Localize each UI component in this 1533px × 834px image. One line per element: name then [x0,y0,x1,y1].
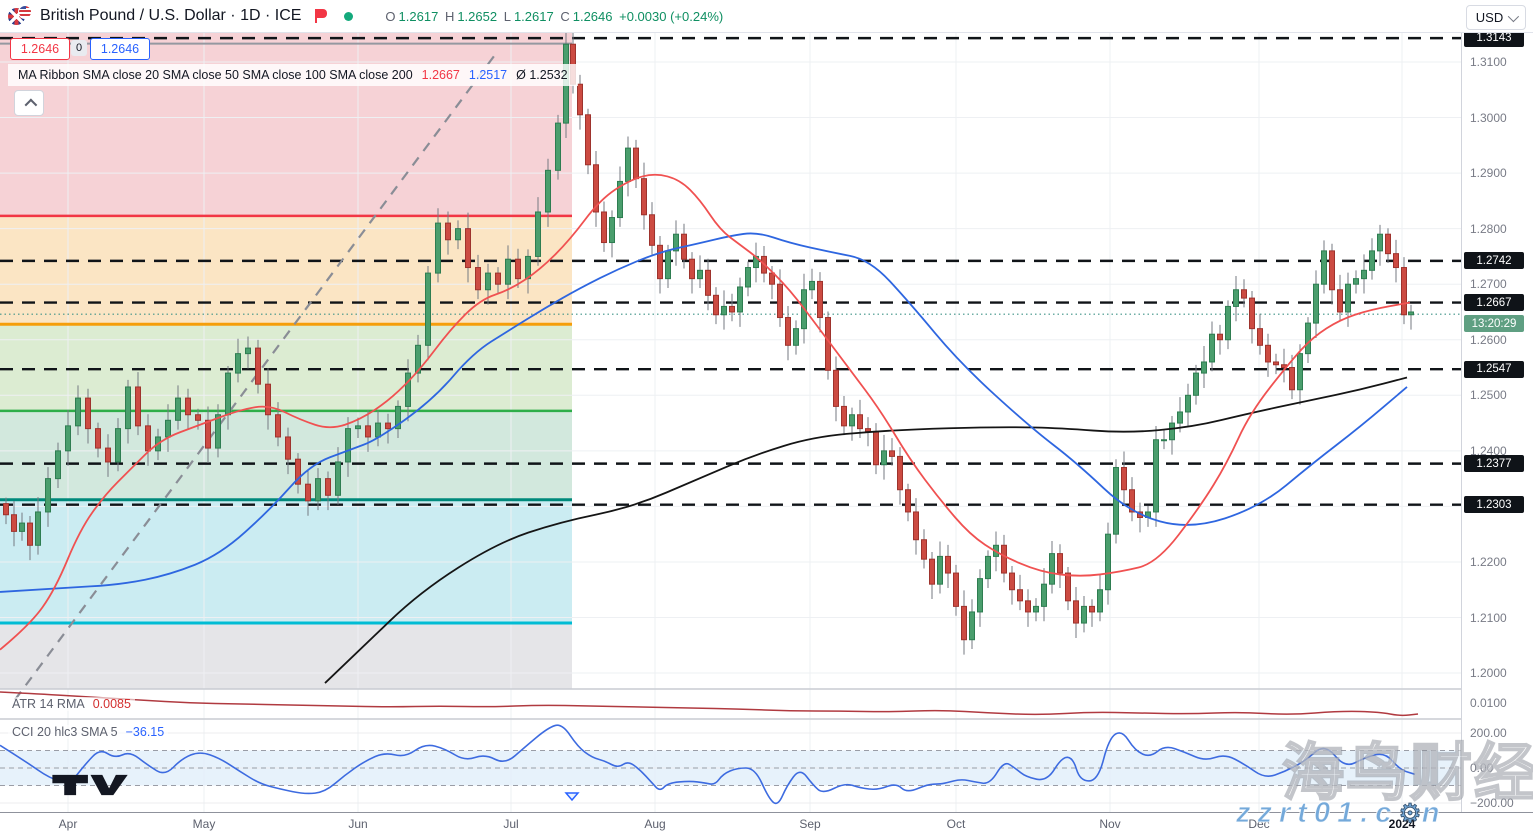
time-axis-month-label: Dec [1248,817,1270,831]
candles-layer [3,33,1414,655]
price-tick-label: 1.2500 [1470,388,1507,403]
price-level-tag: 1.3143 [1464,29,1524,47]
price-level-tag: 1.2377 [1464,455,1524,473]
price-tick-label: 1.2700 [1470,277,1507,292]
price-level-tag: 1.2303 [1464,496,1524,514]
ma-ribbon-label: MA Ribbon SMA close 20 SMA close 50 SMA … [18,68,413,82]
time-axis-month-label: Nov [1099,817,1121,831]
price-scale[interactable]: 1.3100 1.3000 1.2900 1.2800 1.2700 1.2600 1.25… [1461,29,1533,812]
sma-20-line [0,173,1411,651]
cci-line [0,724,1416,805]
time-axis-month-label: Aug [644,817,666,831]
atr-line [0,691,1419,717]
time-axis-year-label: 2024 [1388,817,1416,831]
time-axis-month-label: Jul [503,817,519,831]
price-box-red[interactable]: 1.2646 [10,38,70,60]
flag-bookmark-icon[interactable] [315,9,328,23]
price-tick-label: 1.3000 [1470,110,1507,125]
zone-band [0,623,572,689]
currency-dropdown[interactable]: USD [1466,5,1526,30]
time-axis-month-label: Oct [946,817,966,831]
tradingview-logo[interactable] [50,774,136,796]
zone-band [0,215,572,325]
cci-label: CCI 20 hlc3 SMA 5 [12,725,118,739]
price-tick-label: 1.2000 [1470,666,1507,681]
atr-pane-legend[interactable]: ATR 14 RMA 0.0085 [8,697,135,711]
toolbar: British Pound / U.S. Dollar · 1D · ICE O… [0,0,1533,33]
sma-100-line [0,232,1408,593]
chevron-down-icon [1507,10,1520,22]
price-level-tag: 1.2742 [1464,252,1524,270]
us-flag-icon [18,5,32,19]
high-value: 1.2652 [457,8,498,24]
time-axis-month-label: Jun [348,817,368,831]
time-axis-month-label: Sep [799,817,821,831]
atr-label: ATR 14 RMA [12,697,85,711]
atr-tick-label: 0.0100 [1470,696,1507,710]
close-label: C [560,8,570,24]
time-axis-month-label: May [192,817,216,831]
atr-value: 0.0085 [92,697,131,711]
price-box-blue[interactable]: 1.2646 [90,38,150,60]
cci-pane-legend[interactable]: CCI 20 hlc3 SMA 5 −36.15 [8,725,169,739]
currency-dropdown-label: USD [1475,10,1504,25]
ohlc-readout: O 1.2617 H 1.2652 L 1.2617 C 1.2646 +0.0030 … [385,9,726,24]
zone-band [0,499,572,624]
close-value: 1.2646 [572,8,613,24]
high-label: H [444,8,455,24]
market-status-icon [344,11,354,21]
cci-tick-label: 0.00 [1470,761,1494,775]
low-value: 1.2617 [513,8,554,24]
ma-ribbon-legend[interactable]: MA Ribbon SMA close 20 SMA close 50 SMA … [8,64,578,86]
watermark-site-prefix: zzrt01.c [1235,797,1399,830]
price-tick-label: 1.3100 [1470,55,1507,69]
cci-tick-label: 200.00 [1470,726,1507,740]
price-tick-label: 1.2400 [1470,443,1507,458]
low-label: L [503,8,511,24]
chevron-up-icon [24,98,37,111]
ma-sma50-value: 1.2517 [468,68,508,82]
gbpusd-flag-icon [8,5,34,27]
cci-tick-label: −200.00 [1470,796,1514,810]
ma-sma20-value: 1.2667 [421,68,460,82]
gear-icon[interactable]: ⚙ [1398,798,1422,829]
price-tick-label: 1.2100 [1470,610,1507,625]
price-tick-label: 1.2200 [1470,554,1507,569]
zone-band [0,32,572,216]
open-value: 1.2617 [398,8,439,24]
price-tick-label: 1.2600 [1470,332,1507,347]
price-level-tag: 1.2547 [1464,360,1524,378]
time-axis-month-label: Apr [58,817,78,831]
time-scale[interactable]: Apr May Jun Jul Aug Sep Oct Nov Dec 2024 [0,812,1533,834]
price-tick-label: 1.2800 [1470,221,1507,236]
change-value: +0.0030 (+0.24%) [619,8,724,24]
sma-200-line [324,376,1408,684]
open-label: O [385,8,396,24]
price-level-tag: 1.2667 [1464,294,1524,312]
event-marker-triangle-icon[interactable] [564,791,580,802]
watermark-site-suffix: n [1421,797,1447,830]
bar-countdown-tag: 13:20:29 [1464,315,1524,333]
legend-collapse-button[interactable] [14,90,44,116]
price-tick-label: 1.2900 [1470,166,1507,181]
price-box-zero[interactable]: 0 [71,40,87,56]
ma-average-value: Ø 1.2532 [516,68,568,82]
watermark-site: zzrt01.c⚙n [1235,797,1447,830]
zone-band [0,324,572,411]
symbol-title[interactable]: British Pound / U.S. Dollar · 1D · ICE [40,7,302,24]
cci-value: −36.15 [125,725,165,739]
